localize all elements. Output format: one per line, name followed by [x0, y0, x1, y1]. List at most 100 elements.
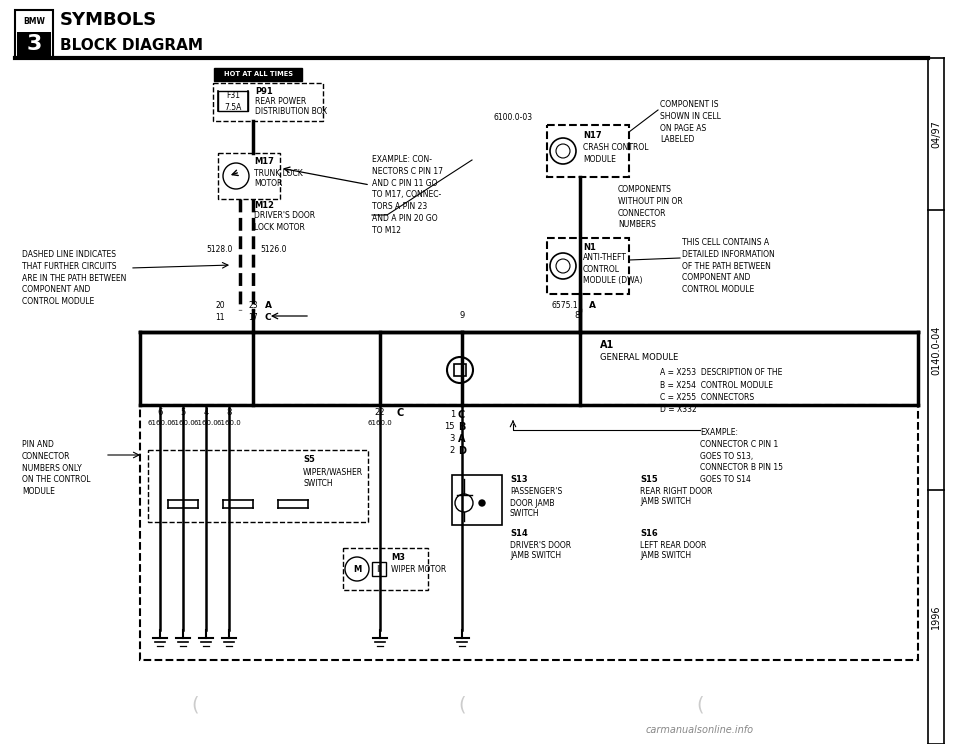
Text: 8: 8 [227, 408, 231, 417]
Text: S16: S16 [640, 528, 658, 537]
Text: PASSENGER'S: PASSENGER'S [510, 487, 563, 496]
Circle shape [455, 494, 473, 512]
Text: 20: 20 [215, 301, 225, 310]
Text: S13: S13 [510, 475, 528, 484]
Bar [15, 10, 53, 58]
Text: M17: M17 [254, 158, 274, 167]
Bar [140, 405, 918, 660]
Text: MODULE: MODULE [583, 155, 616, 164]
Bar [454, 364, 466, 376]
Text: 17: 17 [249, 313, 258, 322]
Text: B: B [458, 422, 466, 432]
Text: N17: N17 [583, 130, 602, 139]
Text: DOOR JAMB: DOOR JAMB [510, 498, 555, 507]
Text: 2: 2 [449, 446, 455, 455]
Text: COMPONENT IS
SHOWN IN CELL
ON PAGE AS
LABELED: COMPONENT IS SHOWN IN CELL ON PAGE AS LA… [660, 100, 721, 144]
Text: SWITCH: SWITCH [510, 510, 540, 519]
Text: S5: S5 [303, 455, 315, 464]
Text: 6160.0: 6160.0 [194, 420, 218, 426]
Text: 22: 22 [374, 408, 385, 417]
Bar [17, 32, 51, 56]
Text: 5: 5 [180, 408, 185, 417]
Text: BMW: BMW [23, 18, 45, 27]
Text: COMPONENTS
WITHOUT PIN OR
CONNECTOR
NUMBERS: COMPONENTS WITHOUT PIN OR CONNECTOR NUMB… [618, 185, 683, 229]
Text: 04/97: 04/97 [931, 120, 941, 148]
Text: ANTI-THEFT: ANTI-THEFT [583, 254, 627, 263]
Circle shape [447, 357, 473, 383]
Text: LEFT REAR DOOR: LEFT REAR DOOR [640, 540, 707, 550]
Text: S15: S15 [640, 475, 658, 484]
Text: REAR RIGHT DOOR: REAR RIGHT DOOR [640, 487, 712, 496]
Text: 3: 3 [26, 34, 41, 54]
Text: carmanualsonline.info: carmanualsonline.info [646, 725, 754, 735]
Text: JAMB SWITCH: JAMB SWITCH [510, 551, 562, 560]
Text: A: A [458, 434, 466, 444]
Text: 3: 3 [449, 434, 455, 443]
Text: REAR POWER: REAR POWER [255, 97, 306, 106]
Text: DASHED LINE INDICATES
THAT FURTHER CIRCUITS
ARE IN THE PATH BETWEEN
COMPONENT AN: DASHED LINE INDICATES THAT FURTHER CIRCU… [22, 250, 127, 307]
Text: EXAMPLE:
CONNECTOR C PIN 1
GOES TO S13,
CONNECTOR B PIN 15
GOES TO S14: EXAMPLE: CONNECTOR C PIN 1 GOES TO S13, … [700, 428, 783, 484]
Text: 11: 11 [215, 313, 225, 322]
Text: 7.5A: 7.5A [225, 103, 242, 112]
Text: WIPER/WASHER: WIPER/WASHER [303, 467, 363, 476]
Text: 5126.0: 5126.0 [260, 246, 286, 254]
Text: DISTRIBUTION BOX: DISTRIBUTION BOX [255, 106, 327, 115]
Circle shape [556, 259, 570, 273]
Circle shape [550, 253, 576, 279]
Bar [214, 68, 302, 81]
Bar [547, 125, 629, 177]
Text: 0140.0-04: 0140.0-04 [931, 325, 941, 375]
Text: A = X253  DESCRIPTION OF THE
B = X254  CONTROL MODULE
C = X255  CONNECTORS
D = X: A = X253 DESCRIPTION OF THE B = X254 CON… [660, 368, 782, 414]
Text: P91: P91 [255, 86, 273, 95]
Text: MODULE (DWA): MODULE (DWA) [583, 275, 642, 284]
Bar [213, 83, 323, 121]
Text: JAMB SWITCH: JAMB SWITCH [640, 498, 691, 507]
Circle shape [556, 144, 570, 158]
Text: TRUNK LOCK: TRUNK LOCK [254, 168, 302, 178]
Text: (: ( [191, 696, 199, 714]
Text: C: C [458, 410, 466, 420]
Text: JAMB SWITCH: JAMB SWITCH [640, 551, 691, 560]
Text: HOT AT ALL TIMES: HOT AT ALL TIMES [224, 71, 293, 77]
Text: 6100.0-03: 6100.0-03 [493, 114, 533, 123]
Text: M12: M12 [254, 200, 274, 210]
Text: SWITCH: SWITCH [303, 479, 332, 489]
Circle shape [550, 138, 576, 164]
Bar [547, 238, 629, 294]
Text: 6575.1: 6575.1 [552, 301, 579, 310]
Text: C: C [396, 408, 403, 418]
Text: 6160.0: 6160.0 [368, 420, 393, 426]
Text: SYMBOLS: SYMBOLS [60, 11, 157, 29]
Text: WIPER MOTOR: WIPER MOTOR [391, 565, 446, 574]
Bar [452, 475, 502, 525]
Text: CRASH CONTROL: CRASH CONTROL [583, 143, 649, 152]
Text: BLOCK DIAGRAM: BLOCK DIAGRAM [60, 37, 203, 53]
Text: M3: M3 [391, 554, 405, 562]
Text: 15: 15 [444, 422, 455, 431]
Text: A: A [588, 301, 595, 310]
Circle shape [345, 557, 369, 581]
Text: A1: A1 [600, 340, 614, 350]
Text: THIS CELL CONTAINS A
DETAILED INFORMATION
OF THE PATH BETWEEN
COMPONENT AND
CONT: THIS CELL CONTAINS A DETAILED INFORMATIO… [682, 238, 775, 294]
Text: GENERAL MODULE: GENERAL MODULE [600, 353, 679, 362]
Text: CONTROL: CONTROL [583, 265, 620, 274]
Bar [148, 450, 368, 522]
Text: 4: 4 [204, 408, 208, 417]
Text: 8: 8 [574, 312, 580, 321]
Text: D: D [458, 446, 466, 456]
Text: (: ( [696, 696, 704, 714]
Text: F31: F31 [226, 92, 240, 100]
Circle shape [223, 163, 249, 189]
Text: EXAMPLE: CON-
NECTORS C PIN 17
AND C PIN 11 GO
TO M17, CONNEC-
TORS A PIN 23
AND: EXAMPLE: CON- NECTORS C PIN 17 AND C PIN… [372, 155, 443, 235]
Text: LOCK MOTOR: LOCK MOTOR [254, 222, 305, 231]
Text: DRIVER'S DOOR: DRIVER'S DOOR [510, 540, 571, 550]
Text: II: II [376, 565, 381, 574]
Text: 1: 1 [449, 410, 455, 419]
Text: 5128.0: 5128.0 [206, 246, 233, 254]
Bar [343, 548, 428, 590]
Text: C: C [265, 313, 272, 322]
Text: 9: 9 [460, 312, 465, 321]
Circle shape [479, 500, 485, 506]
Text: N1: N1 [583, 243, 596, 251]
Text: 6160.0: 6160.0 [148, 420, 173, 426]
